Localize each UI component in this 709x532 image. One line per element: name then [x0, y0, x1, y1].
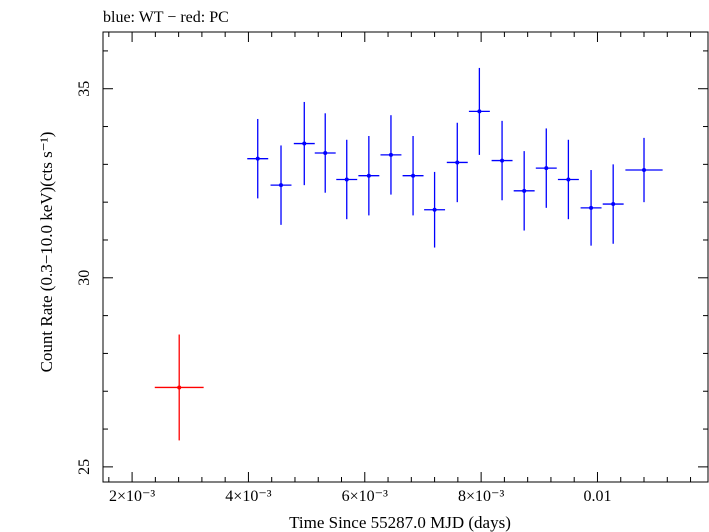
data-series: [154, 67, 663, 441]
data-point: [293, 101, 315, 186]
point-marker: [432, 207, 437, 212]
point-marker: [544, 166, 549, 171]
point-marker: [366, 173, 371, 178]
series-pc: [154, 334, 204, 441]
data-point: [336, 139, 358, 220]
data-point: [247, 118, 269, 199]
point-marker: [302, 141, 307, 146]
data-point: [513, 151, 535, 231]
x-tick-label: 8×10⁻³: [458, 488, 504, 505]
x-tick-label: 0.01: [583, 488, 611, 505]
point-marker: [411, 173, 416, 178]
point-marker: [255, 156, 260, 161]
y-tick-label: 35: [76, 81, 93, 97]
y-axis-ticks: [103, 50, 708, 468]
point-marker: [611, 202, 616, 207]
data-point: [535, 128, 557, 208]
data-point: [154, 334, 204, 441]
x-axis-tick-labels: 2×10⁻³ 4×10⁻³ 6×10⁻³ 8×10⁻³ 0.01: [109, 488, 612, 505]
point-marker: [344, 177, 349, 182]
data-point: [380, 115, 402, 195]
data-point: [468, 67, 490, 155]
data-point: [314, 113, 336, 193]
point-marker: [323, 151, 328, 156]
point-marker: [279, 183, 284, 188]
y-axis-label: Count Rate (0.3−10.0 keV)(cts s⁻¹): [37, 132, 56, 373]
x-axis-label: Time Since 55287.0 MJD (days): [289, 513, 511, 532]
x-tick-label: 6×10⁻³: [342, 488, 388, 505]
point-marker: [455, 160, 460, 165]
y-tick-label: 25: [76, 459, 93, 475]
data-point: [424, 171, 446, 248]
data-point: [358, 135, 380, 216]
point-marker: [388, 152, 393, 157]
point-marker: [642, 168, 647, 173]
point-marker: [589, 205, 594, 210]
y-axis-tick-labels: 25 30 35: [76, 81, 93, 475]
x-tick-label: 4×10⁻³: [225, 488, 271, 505]
point-marker: [566, 177, 571, 182]
point-marker: [477, 109, 482, 114]
data-point: [580, 170, 602, 246]
data-point: [625, 137, 663, 203]
series-wt: [247, 67, 663, 248]
y-tick-label: 30: [76, 270, 93, 286]
data-point: [491, 120, 513, 201]
chart-title: blue: WT − red: PC: [103, 9, 229, 26]
x-tick-label: 2×10⁻³: [109, 488, 155, 505]
plot-border: [102, 31, 709, 483]
data-point: [270, 145, 292, 225]
data-point: [446, 122, 468, 203]
data-point: [557, 139, 579, 220]
x-axis-ticks: [108, 32, 692, 482]
point-marker: [177, 385, 182, 390]
point-marker: [522, 188, 527, 193]
plot-frame: [102, 31, 709, 483]
point-marker: [500, 158, 505, 163]
data-point: [402, 135, 424, 216]
data-point: [602, 164, 624, 244]
